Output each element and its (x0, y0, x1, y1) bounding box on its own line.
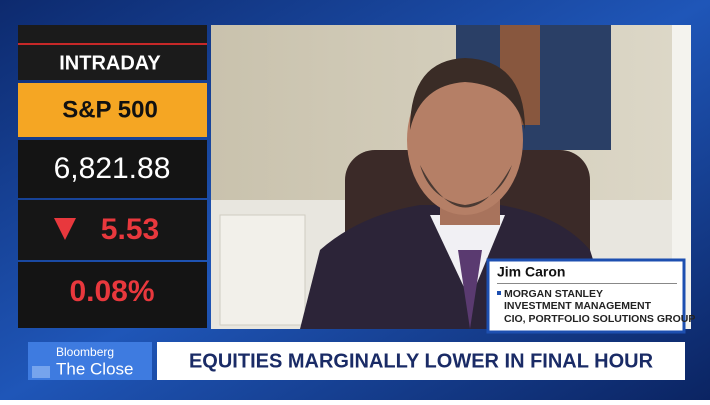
video-feed (211, 25, 691, 329)
guest-name: Jim Caron (497, 264, 565, 280)
headline-box (157, 342, 685, 380)
ticker-index: S&P 500 (62, 96, 158, 123)
headline: EQUITIES MARGINALLY LOWER IN FINAL HOUR (189, 350, 654, 372)
ticker-index-box (18, 83, 207, 137)
ticker-label: INTRADAY (59, 52, 161, 74)
ticker-change-box (18, 200, 207, 260)
show-brand: Bloomberg (56, 345, 114, 359)
ticker-value: 6,821.88 (54, 152, 171, 185)
ticker-percent: 0.08% (69, 275, 154, 308)
guest-title: CIO, PORTFOLIO SOLUTIONS GROUP (504, 313, 695, 325)
guest-bullet (497, 291, 501, 295)
ticker-change: 5.53 (101, 213, 159, 246)
guest-card (486, 258, 686, 334)
down-arrow-icon (54, 218, 76, 240)
skyline-icon (32, 366, 50, 378)
ticker-value-box (18, 140, 207, 198)
show-name: The Close (56, 359, 133, 378)
guest-divider (497, 283, 677, 284)
ticker-percent-box (18, 262, 207, 328)
ticker-accent (18, 43, 207, 45)
guest-company-line1: MORGAN STANLEY (504, 288, 603, 300)
ticker-label-box (18, 25, 207, 80)
guest-company-line2: INVESTMENT MANAGEMENT (504, 300, 652, 312)
